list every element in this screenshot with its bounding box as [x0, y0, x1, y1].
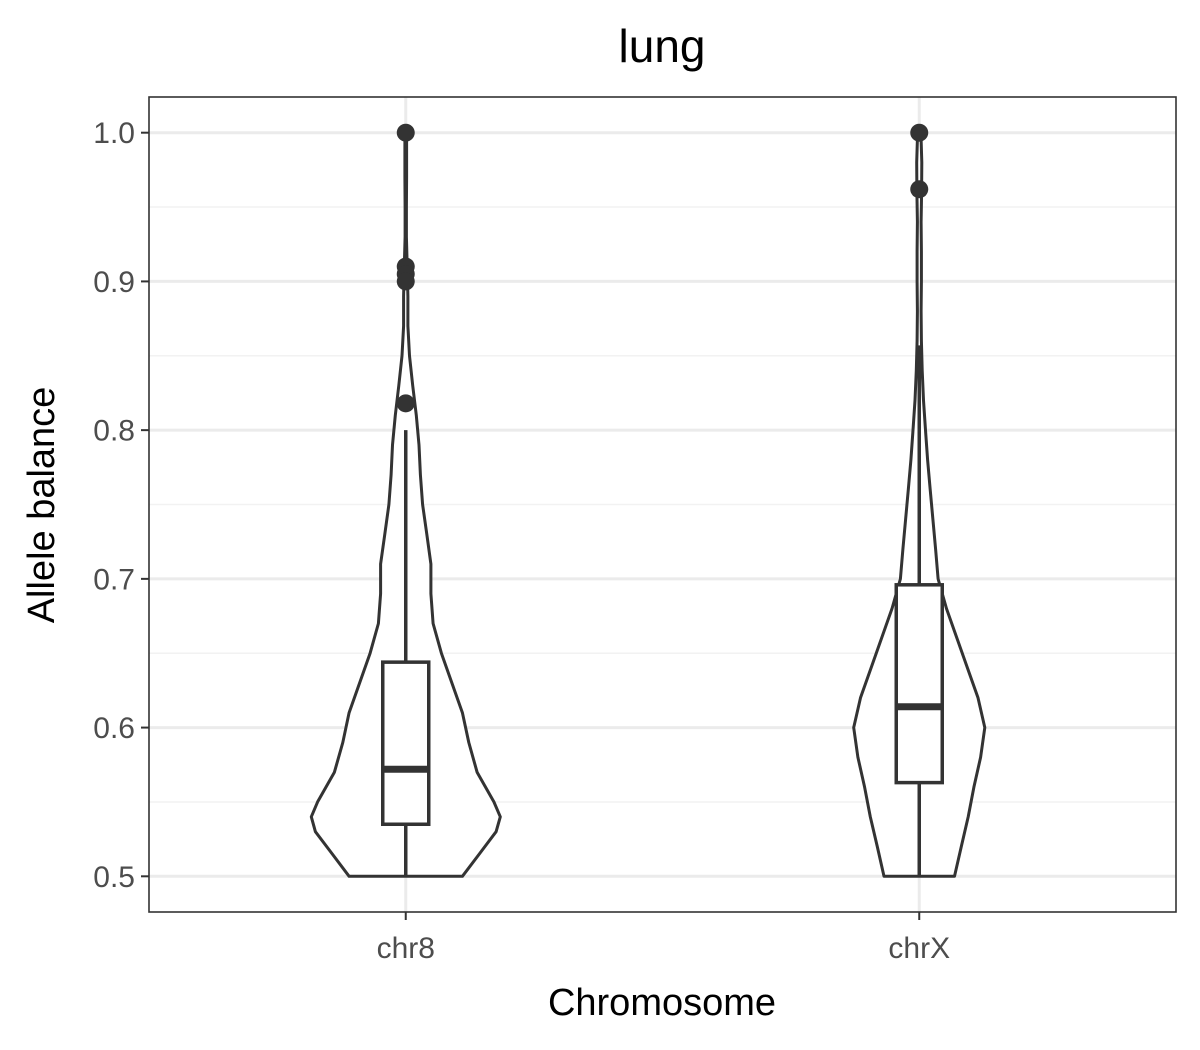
x-tick-label-chr8: chr8	[377, 932, 435, 965]
outlier-point-chr8	[396, 272, 415, 291]
chart-title: lung	[619, 20, 706, 72]
outlier-point-chr8	[396, 394, 415, 413]
box-chr8	[381, 660, 431, 827]
y-tick-label: 0.6	[93, 712, 135, 745]
y-tick-label: 0.5	[93, 861, 135, 894]
axes: 0.5 0.6 0.7 0.8 0.9 1.0 chr8 chrX	[93, 117, 950, 965]
outlier-point-chrX	[910, 123, 929, 142]
x-tick-label-chrX: chrX	[888, 932, 950, 965]
y-tick-label: 0.7	[93, 563, 135, 596]
y-tick-label: 0.8	[93, 415, 135, 448]
outlier-point-chrX	[910, 180, 929, 199]
panel-border	[148, 96, 1177, 913]
y-tick-label: 1.0	[93, 117, 135, 150]
y-axis-title: Allele balance	[21, 387, 63, 624]
violins	[309, 123, 987, 878]
y-tick-label: 0.9	[93, 266, 135, 299]
outlier-point-chr8	[396, 123, 415, 142]
x-axis-title: Chromosome	[548, 982, 776, 1024]
box-chrX	[894, 583, 944, 785]
